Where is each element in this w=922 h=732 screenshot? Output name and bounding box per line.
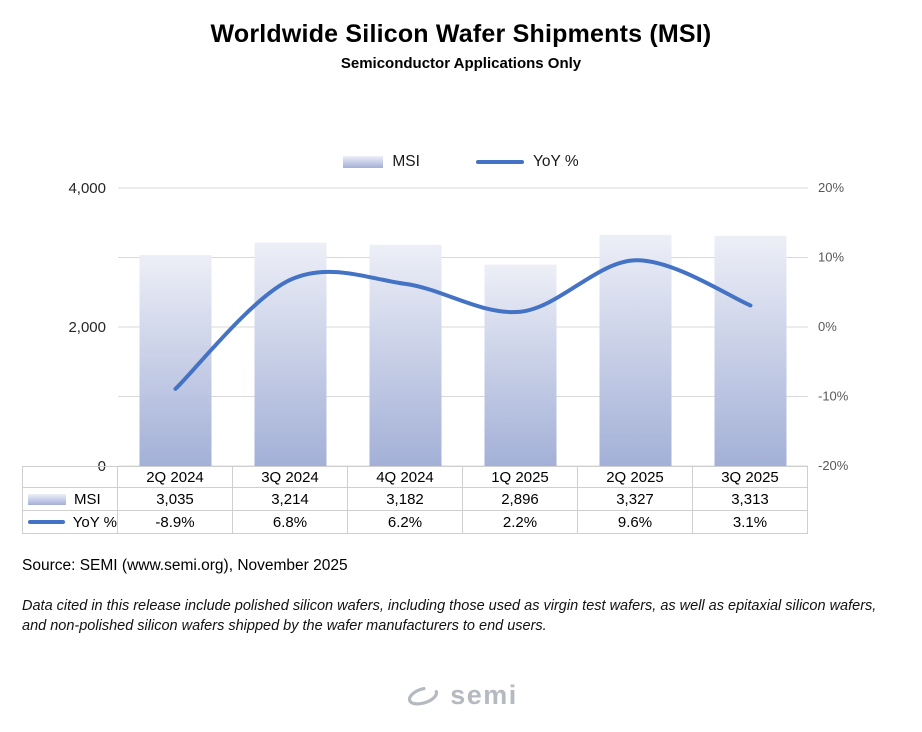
msi-bar-swatch-icon <box>343 156 384 168</box>
right-axis-tick-label: -20% <box>818 458 849 473</box>
table-key-msi: MSI <box>22 488 118 511</box>
yoy-line <box>173 258 753 391</box>
right-axis-tick-label: 20% <box>818 180 844 195</box>
msi-bar <box>254 242 327 466</box>
semi-swoosh-icon <box>408 685 439 706</box>
table-value-cell: 3,035 <box>118 488 233 511</box>
table-value-cell: 3,182 <box>348 488 463 511</box>
table-category-cell: 4Q 2024 <box>348 466 463 488</box>
table-value-cell: 3,313 <box>693 488 808 511</box>
table-header-row: 2Q 2024 3Q 2024 4Q 2024 1Q 2025 2Q 2025 3Q 20… <box>22 466 809 488</box>
table-row-yoy: YoY % -8.9% 6.8% 6.2% 2.2% 9.6% 3.1% <box>22 511 809 534</box>
table-key-yoy: YoY % <box>22 511 118 534</box>
table-value-cell: 6.2% <box>348 511 463 534</box>
table-value-cell: 6.8% <box>233 511 348 534</box>
semi-logo-text: semi <box>450 680 518 710</box>
page-title: Worldwide Silicon Wafer Shipments (MSI) <box>210 20 712 48</box>
table-value-cell: 2.2% <box>463 511 578 534</box>
table-corner-cell <box>22 466 118 488</box>
msi-bar <box>369 244 442 466</box>
table-value-cell: 2,896 <box>463 488 578 511</box>
right-axis-tick-label: 10% <box>818 250 844 265</box>
right-axis-tick-label: 0% <box>818 319 837 334</box>
table-value-cell: 9.6% <box>578 511 693 534</box>
semi-logo: semi <box>0 680 922 711</box>
msi-bar <box>484 264 557 466</box>
table-value-cell: 3.1% <box>693 511 808 534</box>
chart-legend: MSI YoY % <box>0 153 922 171</box>
table-category-cell: 3Q 2024 <box>233 466 348 488</box>
right-axis-tick-label: -10% <box>818 389 849 404</box>
table-value-cell: 3,214 <box>233 488 348 511</box>
table-key-label-msi: MSI <box>74 490 101 508</box>
legend-label-yoy: YoY % <box>532 153 579 170</box>
table-category-cell: 2Q 2024 <box>118 466 233 488</box>
left-axis-tick-label: 2,000 <box>68 319 106 336</box>
page-subtitle: Semiconductor Applications Only <box>340 55 582 72</box>
left-axis-tick-label: 4,000 <box>68 180 106 197</box>
table-value-cell: 3,327 <box>578 488 693 511</box>
legend-label-msi: MSI <box>392 153 420 170</box>
table-category-cell: 3Q 2025 <box>693 466 808 488</box>
table-value-cell: -8.9% <box>118 511 233 534</box>
yoy-table-swatch-icon <box>28 520 65 524</box>
msi-bar <box>599 234 672 466</box>
legend-item-msi: MSI <box>343 153 420 171</box>
table-category-cell: 2Q 2025 <box>578 466 693 488</box>
table-row-msi: MSI 3,035 3,214 3,182 2,896 3,327 3,313 <box>22 488 809 511</box>
msi-bar <box>714 235 787 466</box>
chart-data-table: 2Q 2024 3Q 2024 4Q 2024 1Q 2025 2Q 2025 3Q 20… <box>22 466 809 534</box>
msi-table-swatch-icon <box>28 493 66 505</box>
table-category-cell: 1Q 2025 <box>463 466 578 488</box>
table-key-label-yoy: YoY % <box>72 513 117 531</box>
source-text: Source: SEMI (www.semi.org), November 20… <box>22 557 348 574</box>
yoy-line-swatch-icon <box>475 160 524 164</box>
disclaimer-note: Data cited in this release include polis… <box>22 598 877 634</box>
legend-item-yoy: YoY % <box>475 153 579 171</box>
